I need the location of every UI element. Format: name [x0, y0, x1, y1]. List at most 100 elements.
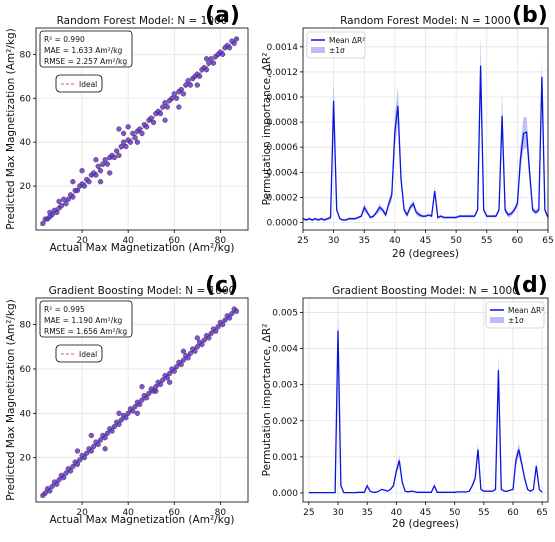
- scatter-point: [213, 328, 219, 334]
- scatter-point: [130, 130, 136, 137]
- stats-box: [39, 30, 133, 68]
- scatter-point: [173, 95, 180, 101]
- x-tick-label: 35: [359, 236, 370, 246]
- x-tick-label: 20: [76, 236, 88, 246]
- y-tick-label: 0.000: [272, 489, 298, 499]
- scatter-point: [116, 421, 122, 428]
- scatter-point: [120, 139, 127, 145]
- scatter-point: [93, 157, 99, 163]
- scatter-point: [74, 448, 81, 454]
- scatter-point: [208, 330, 214, 337]
- scatter-point: [132, 135, 138, 141]
- y-tick-label: 20: [20, 454, 32, 464]
- scatter-point: [215, 324, 221, 330]
- y-tick-label: 0.004: [272, 345, 298, 355]
- scatter-point: [102, 157, 108, 163]
- panel-letter: (a): [205, 3, 240, 28]
- scatter-point: [102, 435, 108, 441]
- x-tick-label: 35: [361, 508, 372, 518]
- scatter-point: [134, 410, 141, 416]
- scatter-point: [123, 415, 129, 421]
- scatter-point: [222, 317, 228, 323]
- scatter-point: [229, 310, 235, 317]
- y-tick-label: 60: [20, 94, 32, 104]
- scatter-point: [67, 468, 74, 474]
- scatter-point: [74, 461, 81, 467]
- x-tick-label: 50: [449, 508, 461, 518]
- legend-ideal-label: Ideal: [79, 350, 97, 359]
- scatter-point: [81, 455, 88, 461]
- scatter-point: [130, 408, 136, 414]
- scatter-point: [208, 56, 214, 62]
- scatter-point: [143, 124, 150, 130]
- scatter-point: [226, 315, 233, 321]
- scatter-point: [97, 179, 104, 185]
- stats-box: [39, 300, 133, 338]
- scatter-point: [187, 82, 194, 88]
- scatter-point: [160, 104, 166, 110]
- y-axis-label: Predicted Max Magnetization (Am²/kg): [5, 28, 17, 229]
- scatter-point: [167, 379, 173, 385]
- scatter-point: [137, 126, 143, 132]
- x-tick-label: 40: [122, 508, 134, 518]
- scatter-point: [100, 161, 106, 167]
- y-tick-label: 60: [20, 365, 32, 375]
- scatter-point: [164, 104, 170, 110]
- y-tick-label: 20: [20, 182, 32, 192]
- legend-sigma-swatch: [490, 317, 504, 323]
- scatter-point: [171, 368, 177, 374]
- scatter-point: [139, 397, 145, 403]
- y-tick-label: 0.002: [272, 417, 298, 427]
- stats-line: MAE = 1.633 Am²/kg: [44, 46, 123, 55]
- scatter-point: [143, 395, 150, 401]
- chart-title: Random Forest Model: N = 1000: [57, 15, 228, 27]
- scatter-point: [63, 470, 69, 476]
- scatter-point: [54, 481, 60, 487]
- scatter-point: [49, 483, 55, 490]
- scatter-point: [178, 86, 184, 93]
- y-tick-label: 0.0000: [267, 218, 299, 228]
- scatter-point: [70, 463, 76, 470]
- scatter-point: [210, 60, 217, 66]
- x-tick-label: 60: [169, 236, 181, 246]
- scatter-point: [56, 198, 62, 205]
- scatter-point: [93, 172, 99, 178]
- scatter-point: [118, 143, 124, 150]
- scatter-point: [180, 357, 187, 363]
- scatter-point: [180, 348, 187, 354]
- y-tick-label: 0.005: [272, 308, 298, 318]
- scatter-point: [146, 390, 152, 396]
- chart-title: Random Forest Model: N = 1000: [340, 15, 511, 27]
- x-tick-label: 60: [507, 508, 519, 518]
- legend-sigma-label: ±1σ: [508, 316, 524, 325]
- panel-letter: (b): [512, 3, 548, 28]
- x-tick-label: 30: [328, 236, 340, 246]
- scatter-point: [40, 220, 46, 227]
- x-tick-label: 80: [215, 236, 227, 246]
- scatter-point: [178, 361, 184, 368]
- scatter-point: [233, 36, 240, 42]
- scatter-point: [150, 119, 157, 126]
- legend-box: [55, 344, 103, 363]
- x-axis-label: Actual Max Magnetization (Am²/kg): [49, 514, 234, 526]
- scatter-point: [196, 73, 203, 79]
- scatter-point: [157, 381, 164, 388]
- legend-mean-label: Mean ΔR²: [508, 306, 544, 315]
- scatter-point: [81, 183, 88, 189]
- scatter-point: [95, 163, 101, 169]
- legend-mean-label: Mean ΔR²: [329, 36, 365, 45]
- scatter-point: [203, 56, 210, 62]
- scatter-point: [194, 335, 200, 341]
- scatter-point: [164, 375, 170, 381]
- legend-sigma-label: ±1σ: [329, 46, 345, 55]
- scatter-point: [102, 446, 108, 452]
- x-tick-label: 50: [450, 236, 462, 246]
- scatter-point: [88, 432, 94, 439]
- stats-line: RMSE = 2.257 Am²/kg: [44, 57, 127, 66]
- y-tick-label: 40: [20, 138, 32, 148]
- scatter-point: [107, 170, 113, 176]
- x-tick-label: 60: [512, 236, 524, 246]
- scatter-point: [169, 95, 175, 101]
- scatter-point: [61, 196, 67, 202]
